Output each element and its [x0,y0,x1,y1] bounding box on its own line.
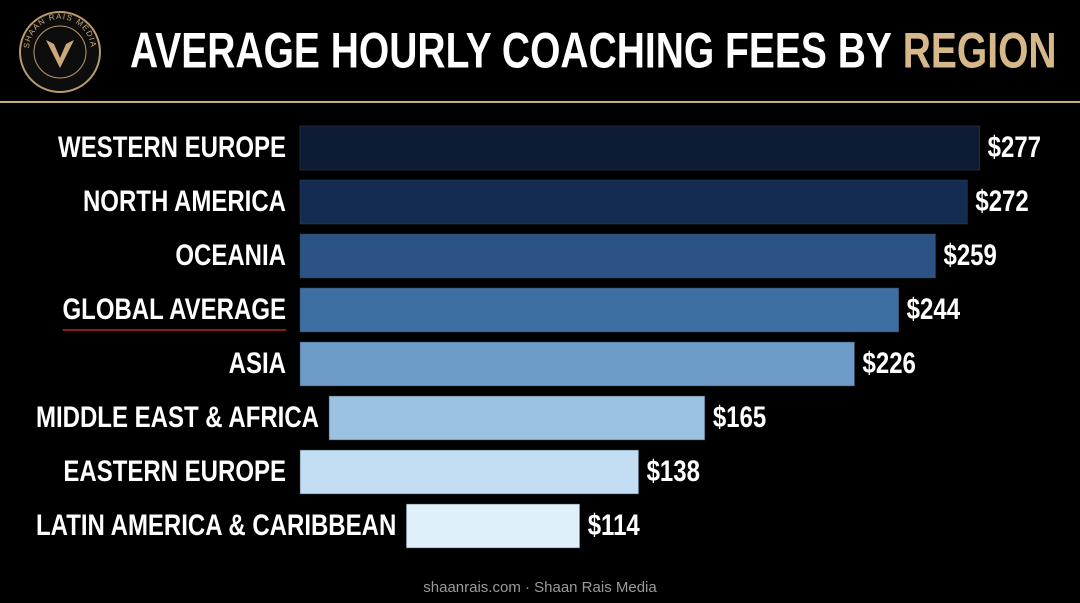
logo-ring [19,11,101,93]
value-label: $272 [975,183,1028,217]
category-label: NORTH AMERICA [83,183,286,217]
bar [406,503,580,549]
category-label: WESTERN EUROPE [58,129,286,163]
logo: SHAAN RAIS MEDIA [19,11,101,93]
logo-inner [33,25,87,79]
bar [299,125,980,171]
bar [299,233,936,279]
bar [328,395,706,441]
category-label: GLOBAL AVERAGE [63,291,286,325]
value-label: $114 [588,507,640,541]
category-label: ASIA [229,345,286,379]
category-label: EASTERN EUROPE [63,453,286,487]
value-label: $138 [647,453,700,487]
plot: WESTERN EUROPE $277 NORTH AMERICA $272 OCEAN… [36,125,1041,549]
bar [299,341,855,387]
title-highlight: REGION [903,21,1057,78]
value-label: $244 [907,291,960,325]
value-label: $165 [713,399,766,433]
category-label: MIDDLE EAST & AFRICA [36,399,319,433]
bar [299,179,968,225]
value-label: $226 [863,345,916,379]
category-label: LATIN AMERICA & CARIBBEAN [36,507,396,541]
category-label: OCEANIA [175,237,286,271]
bar [299,449,639,495]
bar [299,287,899,333]
value-label: $259 [943,237,996,271]
logo-mark [46,40,74,68]
title-main: AVERAGE HOURLY COACHING FEES BY [130,21,892,78]
footer: shaanrais.com · Shaan Rais Media [423,579,657,596]
chart-title: AVERAGE HOURLY COACHING FEES BY REGION [130,21,1057,78]
value-label: $277 [988,129,1041,163]
